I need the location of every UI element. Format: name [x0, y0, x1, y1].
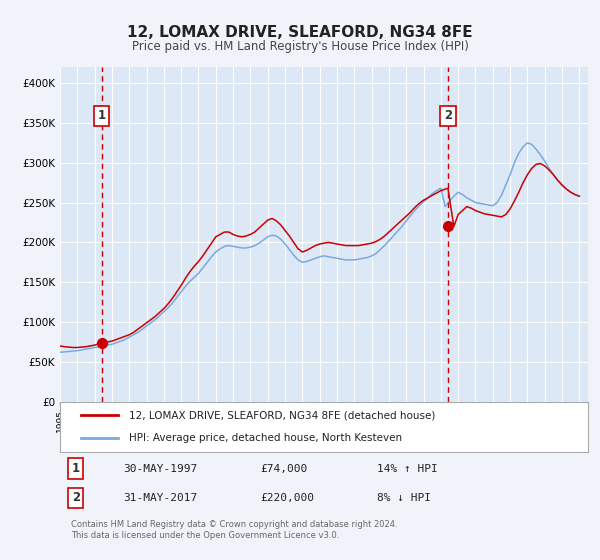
- Text: HPI: Average price, detached house, North Kesteven: HPI: Average price, detached house, Nort…: [128, 433, 402, 444]
- Text: 14% ↑ HPI: 14% ↑ HPI: [377, 464, 437, 474]
- Text: 12, LOMAX DRIVE, SLEAFORD, NG34 8FE: 12, LOMAX DRIVE, SLEAFORD, NG34 8FE: [127, 25, 473, 40]
- Text: 30-MAY-1997: 30-MAY-1997: [124, 464, 197, 474]
- Text: £220,000: £220,000: [260, 493, 314, 503]
- Text: 12, LOMAX DRIVE, SLEAFORD, NG34 8FE (detached house): 12, LOMAX DRIVE, SLEAFORD, NG34 8FE (det…: [128, 410, 435, 420]
- Text: 1: 1: [98, 109, 106, 122]
- Text: Price paid vs. HM Land Registry's House Price Index (HPI): Price paid vs. HM Land Registry's House …: [131, 40, 469, 53]
- Text: 2: 2: [444, 109, 452, 122]
- Text: 8% ↓ HPI: 8% ↓ HPI: [377, 493, 431, 503]
- Text: 1: 1: [72, 462, 80, 475]
- Text: Contains HM Land Registry data © Crown copyright and database right 2024.
This d: Contains HM Land Registry data © Crown c…: [71, 520, 397, 540]
- Text: 31-MAY-2017: 31-MAY-2017: [124, 493, 197, 503]
- Text: 2: 2: [72, 492, 80, 505]
- Text: £74,000: £74,000: [260, 464, 308, 474]
